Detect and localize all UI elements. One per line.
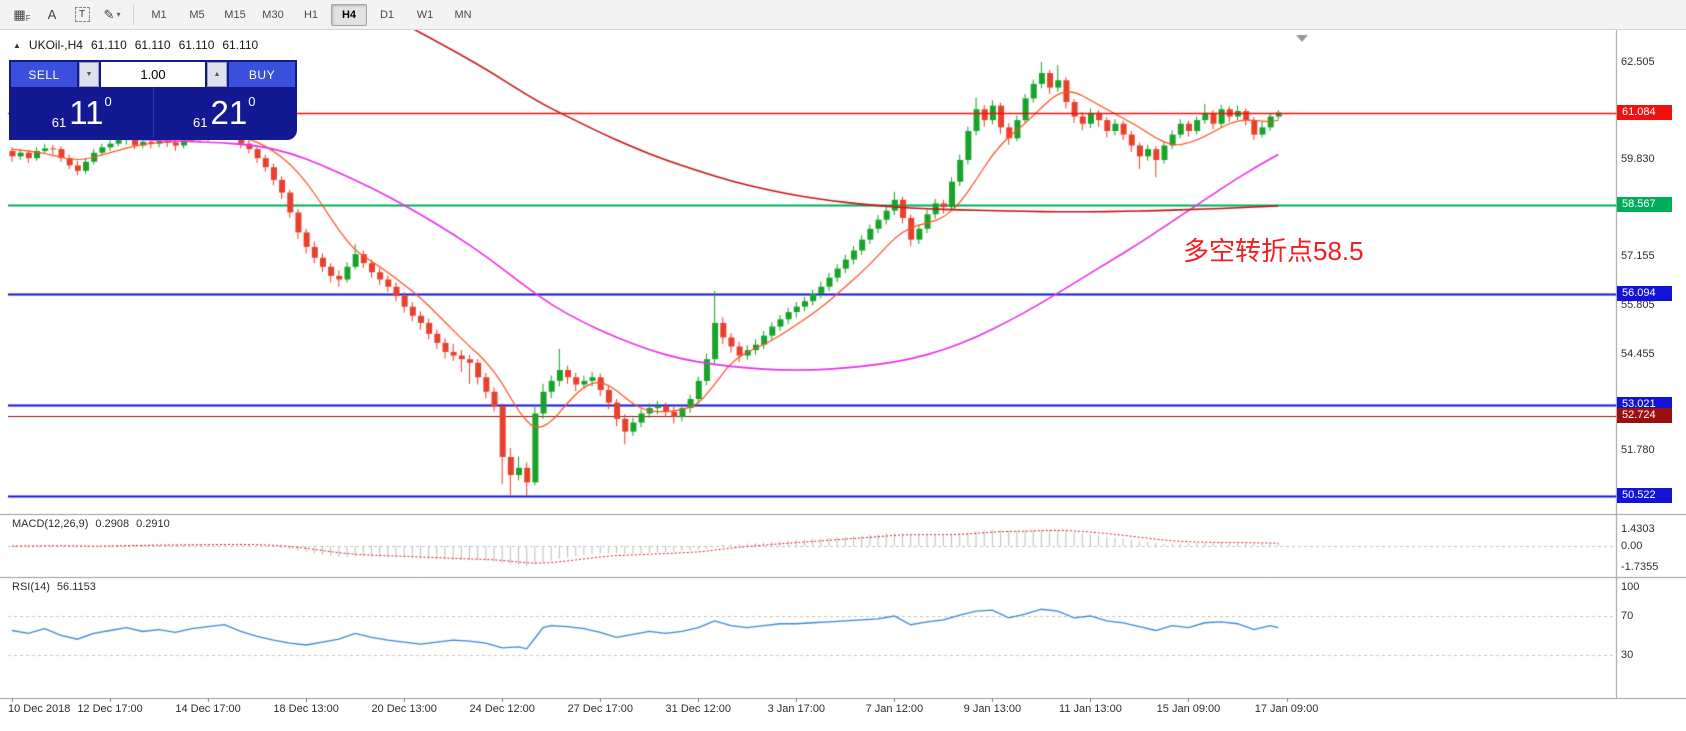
volume-input[interactable] <box>101 62 205 87</box>
trade-panel-top-row: SELL ▼ ▲ BUY <box>11 62 295 87</box>
symbol-ohlc-line: ▲ UKOil-,H4 61.110 61.110 61.110 61.110 <box>13 38 258 52</box>
timeframe-button-MN[interactable]: MN <box>454 8 472 21</box>
timeframe-button-H1[interactable]: H1 <box>303 8 319 21</box>
text-tool-button[interactable]: A <box>38 3 66 27</box>
sell-price-button[interactable]: 61 11 0 <box>11 87 154 138</box>
timeframe-button-M1[interactable]: M1 <box>151 8 167 21</box>
volume-dropdown-button[interactable]: ▼ <box>79 62 99 87</box>
symbol-marker-icon: ▲ <box>13 40 21 50</box>
bid-pipette: 0 <box>104 94 112 109</box>
toolbar: ▦ F A T ✎ ▾ M1 M5 M15 M30 H1 H4 D1 W1 MN <box>0 0 1686 30</box>
buy-price-button[interactable]: 61 21 0 <box>154 87 296 138</box>
trade-panel-price-row: 61 11 0 61 21 0 <box>11 87 295 138</box>
ask-pipette: 0 <box>248 94 256 109</box>
chevron-up-icon: ▲ <box>213 71 221 78</box>
ohlc-open: 61.110 <box>90 38 127 52</box>
timeframe-button-W1[interactable]: W1 <box>416 8 434 21</box>
toolbar-separator <box>133 4 134 25</box>
toolbar-tools-group: ▦ F A T ✎ ▾ <box>8 3 126 27</box>
chevron-down-icon: ▼ <box>85 71 93 78</box>
timeframe-button-D1[interactable]: D1 <box>379 8 395 21</box>
chevron-down-icon: ▾ <box>116 10 121 19</box>
rsi-name: RSI(14) <box>12 581 50 593</box>
symbol-name: UKOil-,H4 <box>28 38 83 52</box>
draw-tool-button[interactable]: ✎ ▾ <box>98 3 126 27</box>
rsi-indicator-label: RSI(14) 56.1153 <box>12 581 96 593</box>
sell-button[interactable]: SELL <box>11 62 77 87</box>
ohlc-close: 61.110 <box>222 38 259 52</box>
grid-tool-icon: ▦ <box>13 6 26 22</box>
grid-tool-button[interactable]: ▦ F <box>8 3 36 27</box>
bid-pips: 11 <box>69 94 104 131</box>
grid-tool-sub-label: F <box>25 14 31 23</box>
timeframe-button-H4[interactable]: H4 <box>331 3 367 26</box>
ask-pips: 21 <box>210 94 248 131</box>
text-label-tool-icon: T <box>74 7 90 22</box>
macd-name: MACD(12,26,9) <box>12 518 89 530</box>
timeframe-button-M5[interactable]: M5 <box>189 8 205 21</box>
volume-increase-button[interactable]: ▲ <box>207 62 227 87</box>
macd-indicator-label: MACD(12,26,9) 0.2908 0.2910 <box>12 518 170 530</box>
macd-value-1: 0.2908 <box>95 518 130 530</box>
buy-button[interactable]: BUY <box>229 62 295 87</box>
macd-value-2: 0.2910 <box>136 518 170 530</box>
one-click-trading-panel: SELL ▼ ▲ BUY 61 11 0 61 21 0 <box>9 60 297 140</box>
annotation-text: 多空转折点58.5 <box>1183 236 1364 266</box>
rsi-value: 56.1153 <box>56 581 96 593</box>
ohlc-high: 61.110 <box>134 38 171 52</box>
timeframe-button-M30[interactable]: M30 <box>262 8 284 21</box>
bid-big-figure: 61 <box>51 115 67 130</box>
text-tool-icon: A <box>47 7 57 22</box>
text-label-tool-button[interactable]: T <box>68 3 96 27</box>
draw-tool-icon: ✎ <box>103 6 115 22</box>
ohlc-low: 61.110 <box>178 38 215 52</box>
timeframe-button-M15[interactable]: M15 <box>224 8 246 21</box>
timeframe-buttons-group: M1 M5 M15 M30 H1 H4 D1 W1 MN <box>141 3 481 26</box>
ask-big-figure: 61 <box>193 115 208 130</box>
